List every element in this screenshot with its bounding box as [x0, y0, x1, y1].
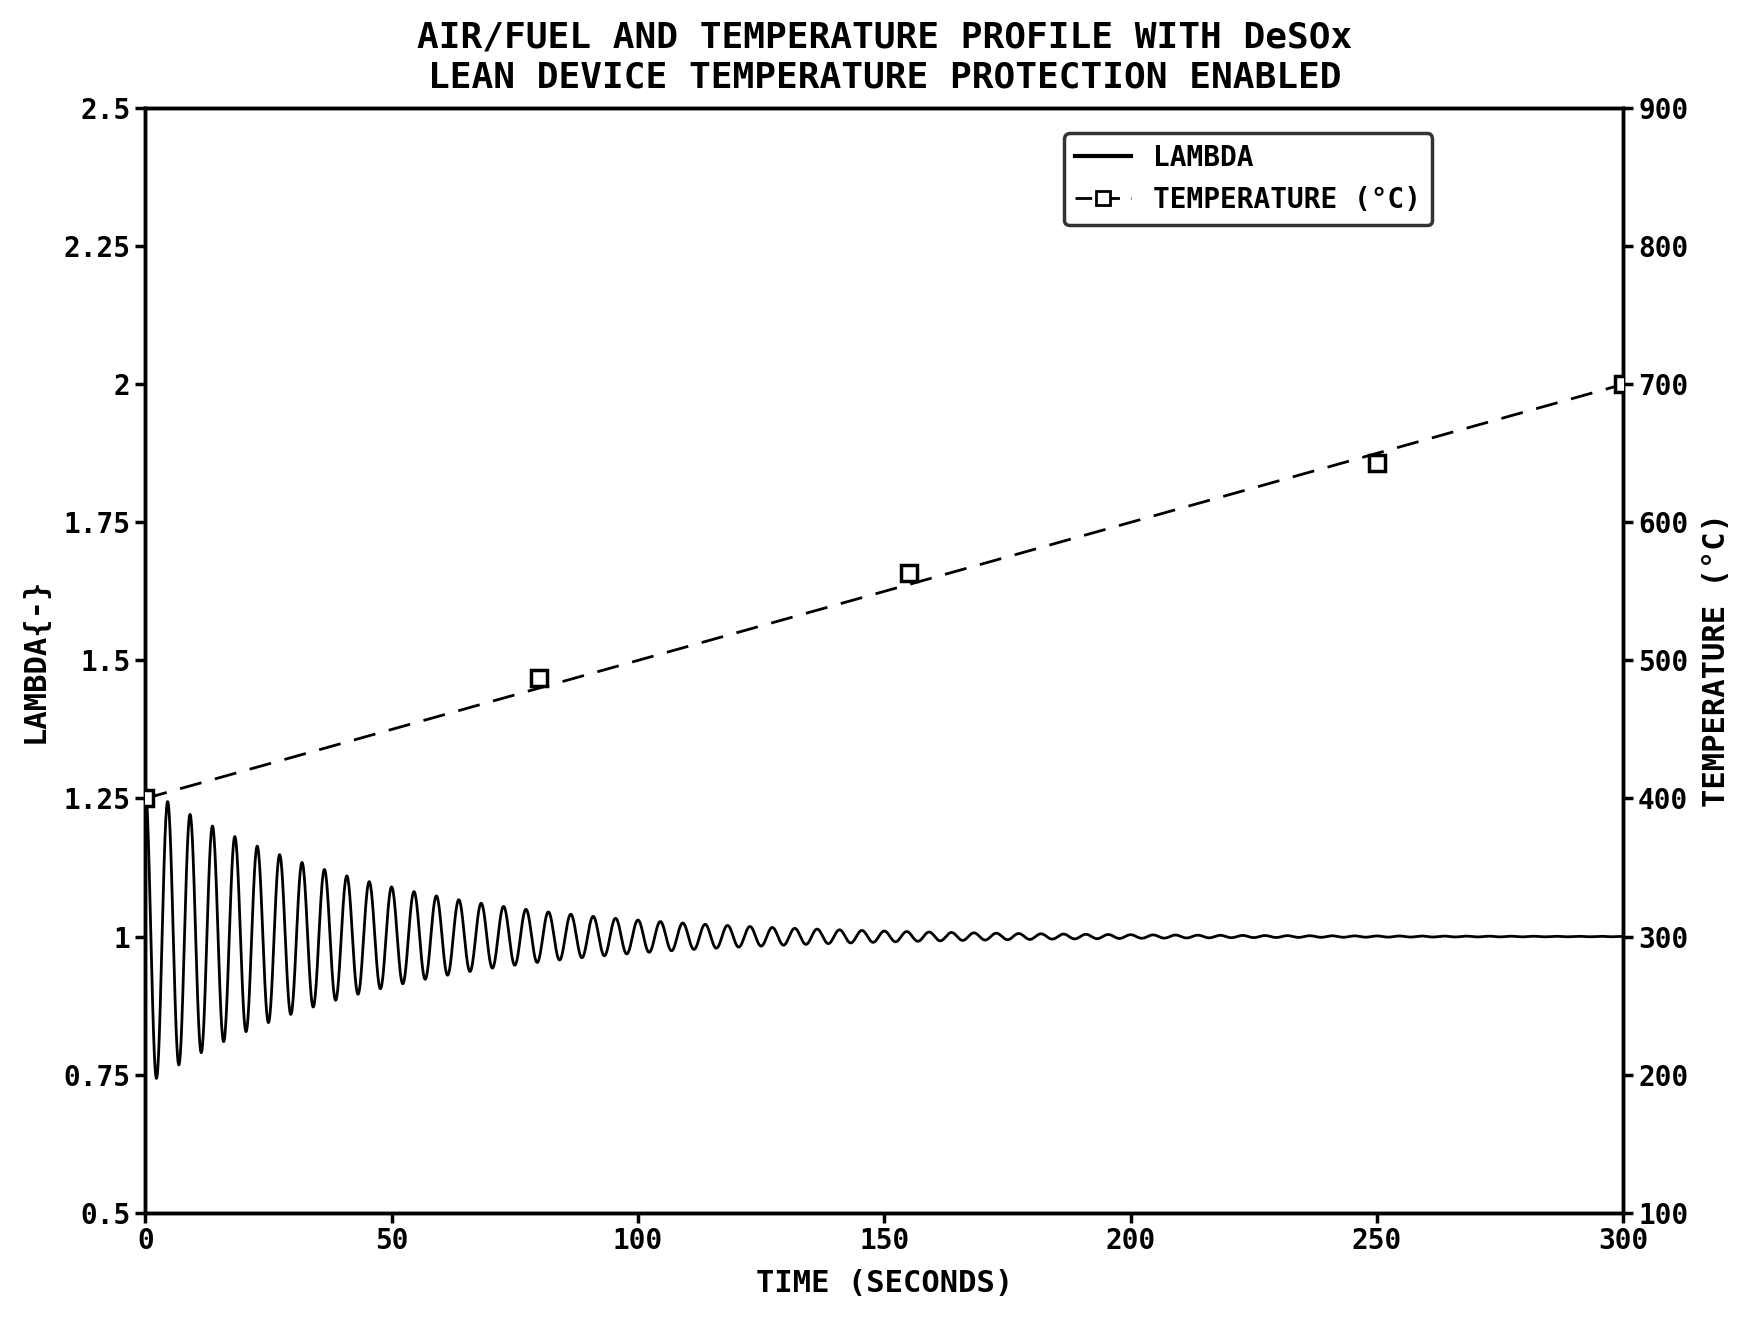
Y-axis label: LAMBDA{-}: LAMBDA{-}: [21, 578, 49, 743]
Y-axis label: TEMPERATURE (°C): TEMPERATURE (°C): [1703, 513, 1731, 807]
X-axis label: TIME (SECONDS): TIME (SECONDS): [755, 1269, 1013, 1298]
Legend: LAMBDA, TEMPERATURE (°C): LAMBDA, TEMPERATURE (°C): [1063, 133, 1431, 226]
Title: AIR/FUEL AND TEMPERATURE PROFILE WITH DeSOx
LEAN DEVICE TEMPERATURE PROTECTION E: AIR/FUEL AND TEMPERATURE PROFILE WITH De…: [417, 21, 1353, 94]
